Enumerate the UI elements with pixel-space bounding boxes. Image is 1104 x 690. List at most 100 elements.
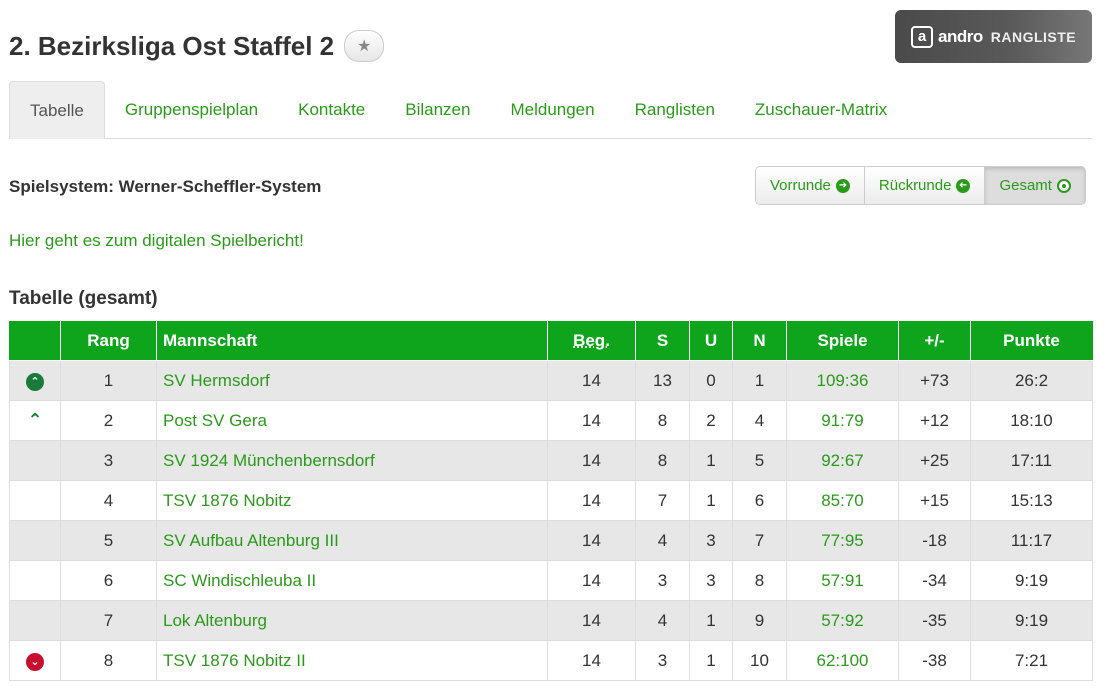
spiele-cell[interactable]: 62:100 [786,640,899,681]
rueckrunde-button[interactable]: Rückrunde ➜ [864,167,986,204]
gesamt-button[interactable]: Gesamt [985,167,1085,204]
punkte-cell: 17:11 [970,440,1093,481]
table-row: 6 SC Windischleuba II 14 3 3 8 57:91 -34 9:19 [9,560,1093,601]
n-cell: 4 [732,400,787,441]
table-row: 7 Lok Altenburg 14 4 1 9 57:92 -35 9:19 [9,600,1093,641]
beg-cell: 14 [547,600,636,641]
header-spiele[interactable]: Spiele [786,321,899,361]
tab-bilanzen[interactable]: Bilanzen [405,99,471,119]
title-row: 2. Bezirksliga Ost Staffel 2 ★ [9,30,385,62]
digital-report-link[interactable]: Hier geht es zum digitalen Spielbericht! [9,231,304,250]
spiele-cell[interactable]: 109:36 [786,360,899,401]
spiele-cell[interactable]: 92:67 [786,440,899,481]
tendency-cell [9,520,61,561]
n-cell: 10 [732,640,787,681]
diff-cell: -35 [898,600,971,641]
tab-meldungen[interactable]: Meldungen [510,99,595,119]
team-cell[interactable]: Lok Altenburg [156,600,548,641]
diff-cell: +12 [898,400,971,441]
tab-tabelle[interactable]: Tabelle [9,81,105,139]
rueckrunde-label: Rückrunde [878,177,952,194]
tendency-cell [9,440,61,481]
chevron-up-icon: ⌃ [27,409,43,430]
diff-cell: -38 [898,640,971,681]
team-cell[interactable]: SV Aufbau Altenburg III [156,520,548,561]
header-team[interactable]: Mannschaft [156,321,548,361]
s-cell: 8 [635,440,690,481]
team-cell[interactable]: SC Windischleuba II [156,560,548,601]
header-u[interactable]: U [689,321,733,361]
team-cell[interactable]: TSV 1876 Nobitz II [156,640,548,681]
tab-kontakte[interactable]: Kontakte [298,99,366,119]
header-beg[interactable]: Beg. [547,321,636,361]
logo-label: RANGLISTE [990,28,1077,45]
vorrunde-button[interactable]: Vorrunde ➜ [756,167,865,204]
logo-brand: andro [938,26,983,46]
table-row: 4 TSV 1876 Nobitz 14 7 1 6 85:70 +15 15:13 [9,480,1093,521]
beg-cell: 14 [547,360,636,401]
table-row: 3 SV 1924 Münchenbernsdorf 14 8 1 5 92:67 +25 17… [9,440,1093,481]
round-selector: Vorrunde ➜ Rückrunde ➜ Gesamt [755,166,1086,205]
rang-cell: 7 [60,600,157,641]
tendency-cell [9,480,61,521]
rang-cell: 6 [60,560,157,601]
punkte-cell: 11:17 [970,520,1093,561]
rang-cell: 2 [60,400,157,441]
tendency-cell [9,600,61,641]
beg-cell: 14 [547,520,636,561]
beg-cell: 14 [547,480,636,521]
team-cell[interactable]: Post SV Gera [156,400,548,441]
dot-circle-icon [1056,178,1071,193]
u-cell: 3 [689,520,733,561]
diff-cell: +25 [898,440,971,481]
header-s[interactable]: S [635,321,690,361]
rang-cell: 8 [60,640,157,681]
beg-cell: 14 [547,440,636,481]
tab-gruppenspielplan[interactable]: Gruppenspielplan [124,99,259,119]
n-cell: 5 [732,440,787,481]
favorite-button[interactable]: ★ [344,30,385,62]
tab-ranglisten[interactable]: Ranglisten [634,99,715,119]
spiele-cell[interactable]: 57:91 [786,560,899,601]
tendency-cell: ⌃ [9,400,61,441]
punkte-cell: 9:19 [970,600,1093,641]
arrow-left-circle-icon: ➜ [956,178,971,193]
table-title: Tabelle (gesamt) [9,288,158,309]
team-cell[interactable]: TSV 1876 Nobitz [156,480,548,521]
punkte-cell: 7:21 [970,640,1093,681]
beg-cell: 14 [547,400,636,441]
table-row: ⌃ 1 SV Hermsdorf 14 13 0 1 109:36 +73 26:2 [9,360,1093,401]
spiele-cell[interactable]: 91:79 [786,400,899,441]
diff-cell: +73 [898,360,971,401]
arrow-right-circle-icon: ➜ [835,178,850,193]
s-cell: 4 [635,600,690,641]
u-cell: 1 [689,600,733,641]
tab-zuschauer-matrix[interactable]: Zuschauer-Matrix [754,99,888,119]
spiele-cell[interactable]: 57:92 [786,600,899,641]
header-punkte[interactable]: Punkte [970,321,1093,361]
andro-rangliste-logo[interactable]: a andro RANGLISTE [895,10,1092,63]
s-cell: 3 [635,640,690,681]
team-cell[interactable]: SV 1924 Münchenbernsdorf [156,440,548,481]
n-cell: 6 [732,480,787,521]
spiele-cell[interactable]: 77:95 [786,520,899,561]
header-n[interactable]: N [732,321,787,361]
page-title: 2. Bezirksliga Ost Staffel 2 [9,30,335,61]
team-cell[interactable]: SV Hermsdorf [156,360,548,401]
spiele-cell[interactable]: 85:70 [786,480,899,521]
header-tendency [9,321,61,361]
standings-table: Rang Mannschaft Beg. S U N Spiele +/- Pu… [9,321,1093,681]
diff-cell: +15 [898,480,971,521]
u-cell: 3 [689,560,733,601]
header-rang[interactable]: Rang [60,321,157,361]
star-icon: ★ [356,38,372,55]
header-beg-abbr: Beg. [573,330,610,350]
u-cell: 1 [689,640,733,681]
logo-mark-icon: a [911,25,933,48]
rang-cell: 3 [60,440,157,481]
punkte-cell: 26:2 [970,360,1093,401]
game-system-label: Spielsystem: Werner-Scheffler-System [9,177,322,196]
header-diff[interactable]: +/- [898,321,971,361]
u-cell: 1 [689,480,733,521]
n-cell: 7 [732,520,787,561]
